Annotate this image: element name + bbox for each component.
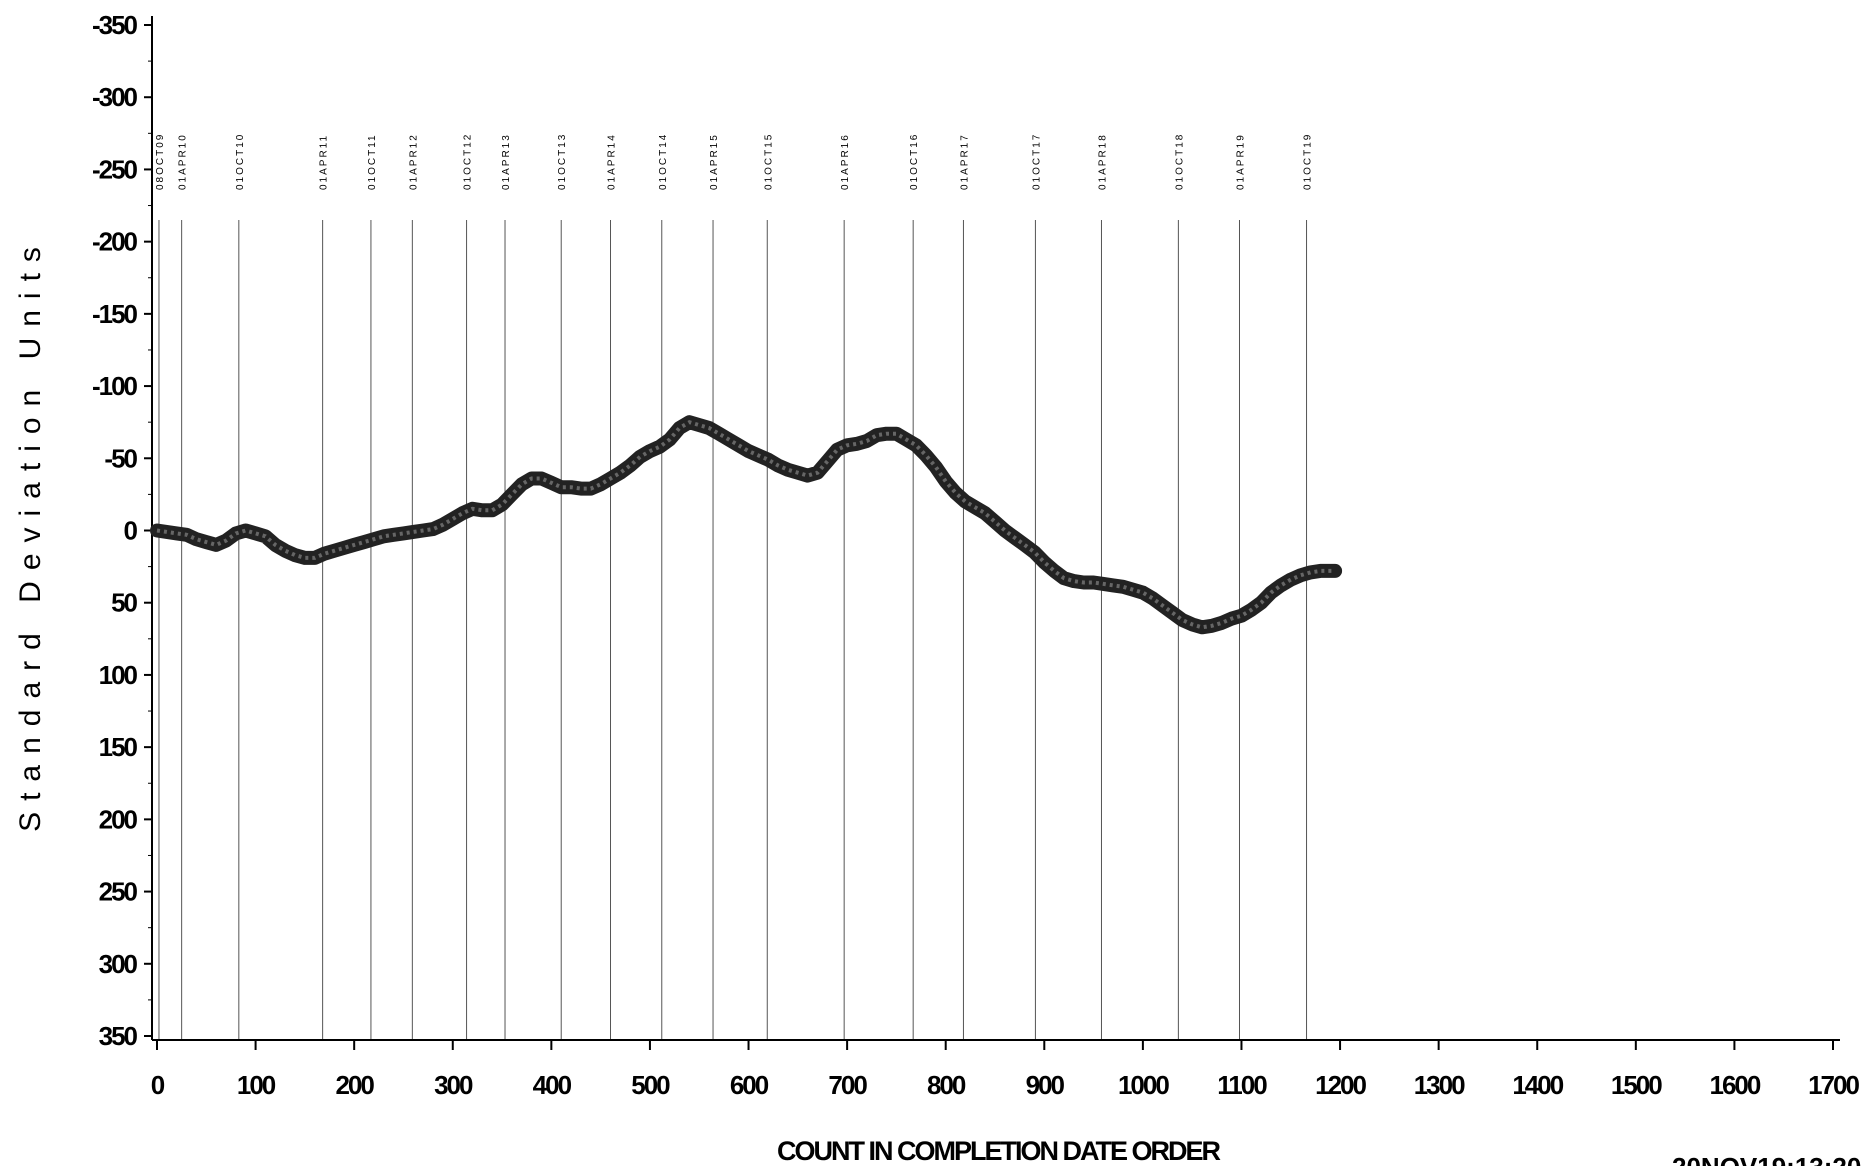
reference-date-label: 01OCT19	[1303, 133, 1314, 190]
x-tick-label: 1300	[1414, 1070, 1465, 1100]
y-tick-label: 50	[111, 588, 137, 618]
x-tick-label: 1400	[1512, 1070, 1563, 1100]
reference-date-label: 01OCT17	[1031, 133, 1042, 190]
x-axis-ticks: 0 100 200 300 400 500 600 700 800 900 1000 1100 1200…	[151, 1040, 1861, 1100]
series-group	[150, 415, 1343, 635]
x-tick-label: 200	[335, 1070, 374, 1100]
y-tick-label: -300	[92, 82, 138, 112]
x-tick-label: 1600	[1709, 1070, 1760, 1100]
y-axis-title: Standard Deviation Units	[14, 236, 47, 832]
reference-date-label: 01OCT10	[235, 133, 246, 190]
y-tick-label: -200	[92, 227, 138, 257]
y-tick-label: 100	[99, 660, 138, 690]
y-tick-label: 0	[124, 516, 138, 546]
x-tick-label: 800	[927, 1070, 966, 1100]
series-marker-texture	[156, 420, 1336, 630]
x-tick-label: 1500	[1611, 1070, 1662, 1100]
x-tick-label: 300	[434, 1070, 473, 1100]
x-tick-label: 1100	[1217, 1070, 1267, 1100]
x-tick-label: 1200	[1315, 1070, 1366, 1100]
y-tick-label: 200	[99, 804, 138, 834]
x-tick-label: 400	[533, 1070, 572, 1100]
x-tick-label: 600	[730, 1070, 769, 1100]
y-tick-label: -250	[92, 154, 138, 184]
reference-date-label: 01APR10	[178, 133, 189, 190]
reference-date-label: 01APR12	[408, 133, 419, 190]
reference-date-label: 08OCT09	[155, 133, 166, 190]
reference-date-label: 01APR15	[709, 133, 720, 190]
y-tick-label: 150	[99, 732, 138, 762]
x-tick-label: 700	[828, 1070, 867, 1100]
reference-date-label: 01OCT12	[463, 133, 474, 190]
y-tick-label: 350	[99, 1021, 138, 1051]
y-tick-label: 300	[99, 949, 138, 979]
reference-date-label: 01APR14	[607, 133, 618, 190]
y-tick-label: -350	[92, 10, 138, 40]
reference-date-label: 01OCT15	[763, 133, 774, 190]
reference-date-label: 01OCT18	[1174, 133, 1185, 190]
x-tick-label: 1000	[1118, 1070, 1169, 1100]
y-axis-ticks: -350 -300 -250 -200 -150 -100 -50 0 50 100 150 200 2…	[92, 10, 152, 1051]
x-tick-label: 1700	[1808, 1070, 1859, 1100]
y-tick-label: -50	[104, 443, 137, 473]
reference-date-label: 01APR17	[959, 133, 970, 190]
reference-date-label: 01APR18	[1097, 133, 1108, 190]
series-line	[150, 415, 1343, 635]
x-tick-label: 500	[631, 1070, 670, 1100]
y-tick-label: -150	[92, 299, 138, 329]
reference-date-label: 01OCT11	[367, 133, 378, 190]
reference-date-label: 01APR19	[1235, 133, 1246, 190]
x-axis-title: COUNT IN COMPLETION DATE ORDER	[777, 1136, 1220, 1166]
y-tick-label: -100	[92, 371, 138, 401]
reference-lines	[158, 220, 1308, 1040]
x-tick-label: 100	[237, 1070, 276, 1100]
reference-date-labels: 08OCT09 01APR10 01OCT10 01APR11 01OCT11 01APR…	[155, 133, 1314, 190]
footer-timestamp: 20NOV19:13:20	[1672, 1152, 1861, 1166]
reference-date-label: 01APR13	[501, 133, 512, 190]
reference-date-label: 01OCT13	[557, 133, 568, 190]
x-tick-label: 0	[151, 1070, 165, 1100]
x-tick-label: 900	[1026, 1070, 1065, 1100]
reference-date-label: 01APR11	[319, 134, 330, 190]
reference-date-label: 01OCT16	[909, 133, 920, 190]
y-tick-label: 250	[99, 877, 138, 907]
reference-date-label: 01APR16	[840, 133, 851, 190]
reference-date-label: 01OCT14	[658, 133, 669, 190]
